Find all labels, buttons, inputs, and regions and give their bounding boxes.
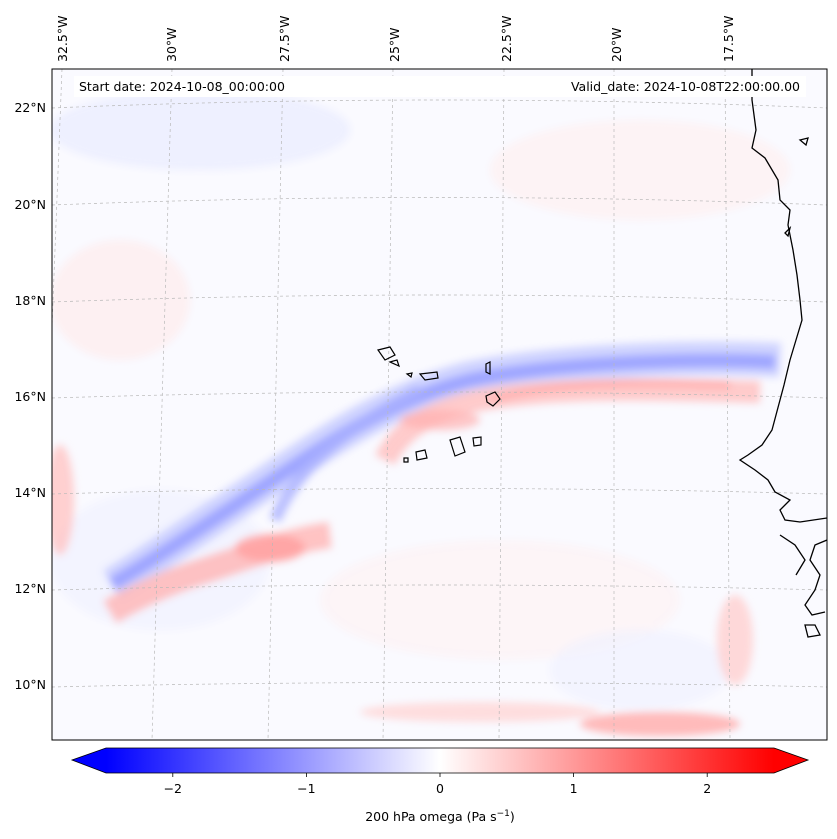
graticule xyxy=(52,69,827,740)
lon-label: 20°W xyxy=(609,27,624,62)
colorbar-tick-label: 2 xyxy=(703,781,711,796)
lat-label: 12°N xyxy=(14,581,46,596)
lon-label: 17.5°W xyxy=(721,16,736,62)
lat-label: 14°N xyxy=(14,485,46,500)
colorbar-tick-label: 0 xyxy=(436,781,444,796)
lat-label: 20°N xyxy=(14,197,46,212)
lat-label: 18°N xyxy=(14,293,46,308)
cape-verde-islands xyxy=(377,346,501,463)
colorbar-title: 200 hPa omega (Pa s−1) xyxy=(365,809,515,824)
omega-field xyxy=(52,90,790,736)
lon-label: 30°W xyxy=(164,27,179,62)
colorbar-max-extend xyxy=(774,748,808,773)
longitude-labels: 32.5°W 30°W 27.5°W 25°W 22.5°W 20°W 17.5… xyxy=(55,16,736,62)
map-panel xyxy=(52,69,827,740)
lat-label: 16°N xyxy=(14,389,46,404)
colorbar-tick-label: −2 xyxy=(164,781,182,796)
colorbar-outline xyxy=(70,747,810,774)
colorbar-ramp xyxy=(106,748,774,773)
colorbar-min-extend xyxy=(72,748,106,773)
lon-label: 25°W xyxy=(387,27,402,62)
colorbar: −2 −1 0 1 2 200 hPa omega (Pa s−1) xyxy=(70,747,810,824)
colorbar-ticks: −2 −1 0 1 2 xyxy=(164,773,711,796)
start-date-label: Start date: 2024-10-08_00:00:00 xyxy=(79,79,285,94)
header-box xyxy=(74,76,806,97)
latitude-labels: 22°N 20°N 18°N 16°N 14°N 12°N 10°N xyxy=(14,100,46,692)
colorbar-tick-label: −1 xyxy=(297,781,315,796)
africa-coastline xyxy=(738,69,827,523)
coastlines xyxy=(738,69,827,638)
lon-label: 32.5°W xyxy=(55,16,70,62)
colorbar-tick-label: 1 xyxy=(570,781,578,796)
lat-label: 22°N xyxy=(14,100,46,115)
lat-label: 10°N xyxy=(14,677,46,692)
valid-date-label: Valid_date: 2024-10-08T22:00:00.00 xyxy=(571,79,800,94)
map-frame xyxy=(51,68,828,741)
lon-label: 27.5°W xyxy=(277,16,292,62)
lon-label: 22.5°W xyxy=(499,16,514,62)
